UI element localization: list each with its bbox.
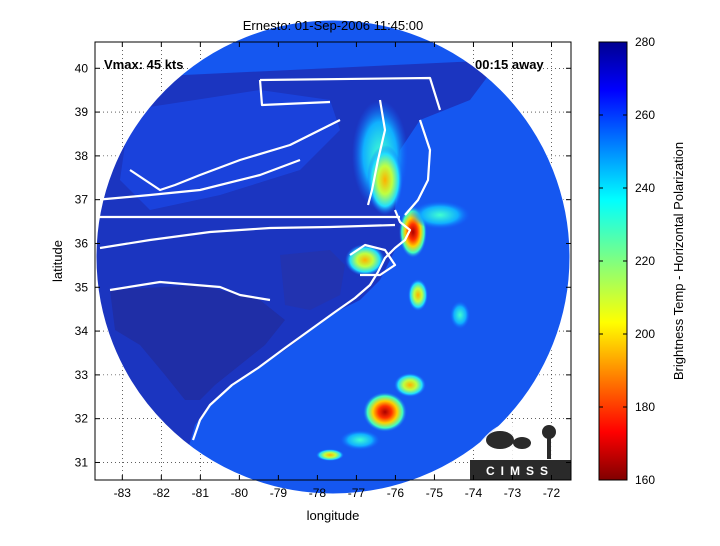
x-tick-label: -72: [543, 486, 561, 500]
cloud-cell-southwest: [340, 430, 380, 450]
x-tick-label: -83: [114, 486, 132, 500]
x-tick-label: -73: [504, 486, 522, 500]
x-tick-label: -81: [192, 486, 210, 500]
x-tick-label: -78: [309, 486, 327, 500]
land-dark-south: [110, 285, 285, 400]
y-tick-label: 36: [75, 236, 89, 250]
radome-tower: [547, 437, 551, 459]
colorbar-tick-label: 200: [635, 327, 655, 341]
colorbar-tick-label: 260: [635, 108, 655, 122]
swath-edge: [95, 19, 571, 495]
convective-cell-southwest: [316, 449, 344, 461]
convective-cell-south-2: [394, 373, 426, 397]
x-axis-label: longitude: [307, 508, 360, 523]
land-tint: [120, 90, 340, 210]
state-borders: [96, 76, 442, 441]
cloud-band-east: [410, 201, 470, 229]
radome-icon: [542, 425, 556, 439]
satellite-swath: [96, 20, 570, 494]
y-tick-label: 37: [75, 193, 89, 207]
axes-box: [94, 41, 572, 481]
colorbar-tick-label: 160: [635, 473, 655, 487]
cloud-cell-east: [450, 301, 470, 329]
cloud-cell-chesapeake: [367, 145, 403, 215]
y-tick-label: 40: [75, 61, 89, 75]
land-dark-east: [280, 250, 345, 310]
vmax-annotation: Vmax: 45 kts: [104, 57, 184, 72]
colorbar-ticks: 160 180 200 220 240 260 280: [599, 35, 655, 487]
satellite-dish-icon-small: [513, 437, 531, 449]
x-tick-label: -80: [231, 486, 249, 500]
logo-bar: [470, 460, 571, 480]
colorbar: [598, 41, 628, 481]
colorbar-tick-label: 220: [635, 254, 655, 268]
axis-ticks: -83 -82 -81 -80 -79 -78 -77 -76 -75 -74 -73 -72 31 32…: [75, 42, 571, 500]
x-tick-label: -77: [348, 486, 366, 500]
x-tick-label: -82: [153, 486, 171, 500]
logo-text: CIMSS: [486, 464, 554, 478]
colorbar-label: Brightness Temp - Horizontal Polarizatio…: [671, 142, 686, 380]
colorbar-tick-label: 240: [635, 181, 655, 195]
satellite-dish-icon: [486, 431, 514, 449]
colorbar-tick-label: 280: [635, 35, 655, 49]
time-away-annotation: 00:15 away: [475, 57, 544, 72]
y-tick-label: 39: [75, 105, 89, 119]
y-tick-label: 35: [75, 280, 89, 294]
y-tick-label: 31: [75, 455, 89, 469]
y-axis-label: latitude: [50, 240, 65, 282]
convective-cell-south: [363, 392, 407, 432]
x-tick-label: -75: [426, 486, 444, 500]
convective-cell-3: [408, 279, 428, 311]
colorbar-tick-label: 180: [635, 400, 655, 414]
y-tick-label: 34: [75, 324, 89, 338]
x-tick-label: -79: [270, 486, 288, 500]
cimss-logo: CIMSS: [470, 422, 571, 480]
y-tick-label: 38: [75, 149, 89, 163]
y-tick-label: 33: [75, 368, 89, 382]
y-tick-label: 32: [75, 412, 89, 426]
x-tick-label: -74: [465, 486, 483, 500]
chart-title: Ernesto: 01-Sep-2006 11:45:00: [243, 18, 423, 33]
x-tick-label: -76: [387, 486, 405, 500]
